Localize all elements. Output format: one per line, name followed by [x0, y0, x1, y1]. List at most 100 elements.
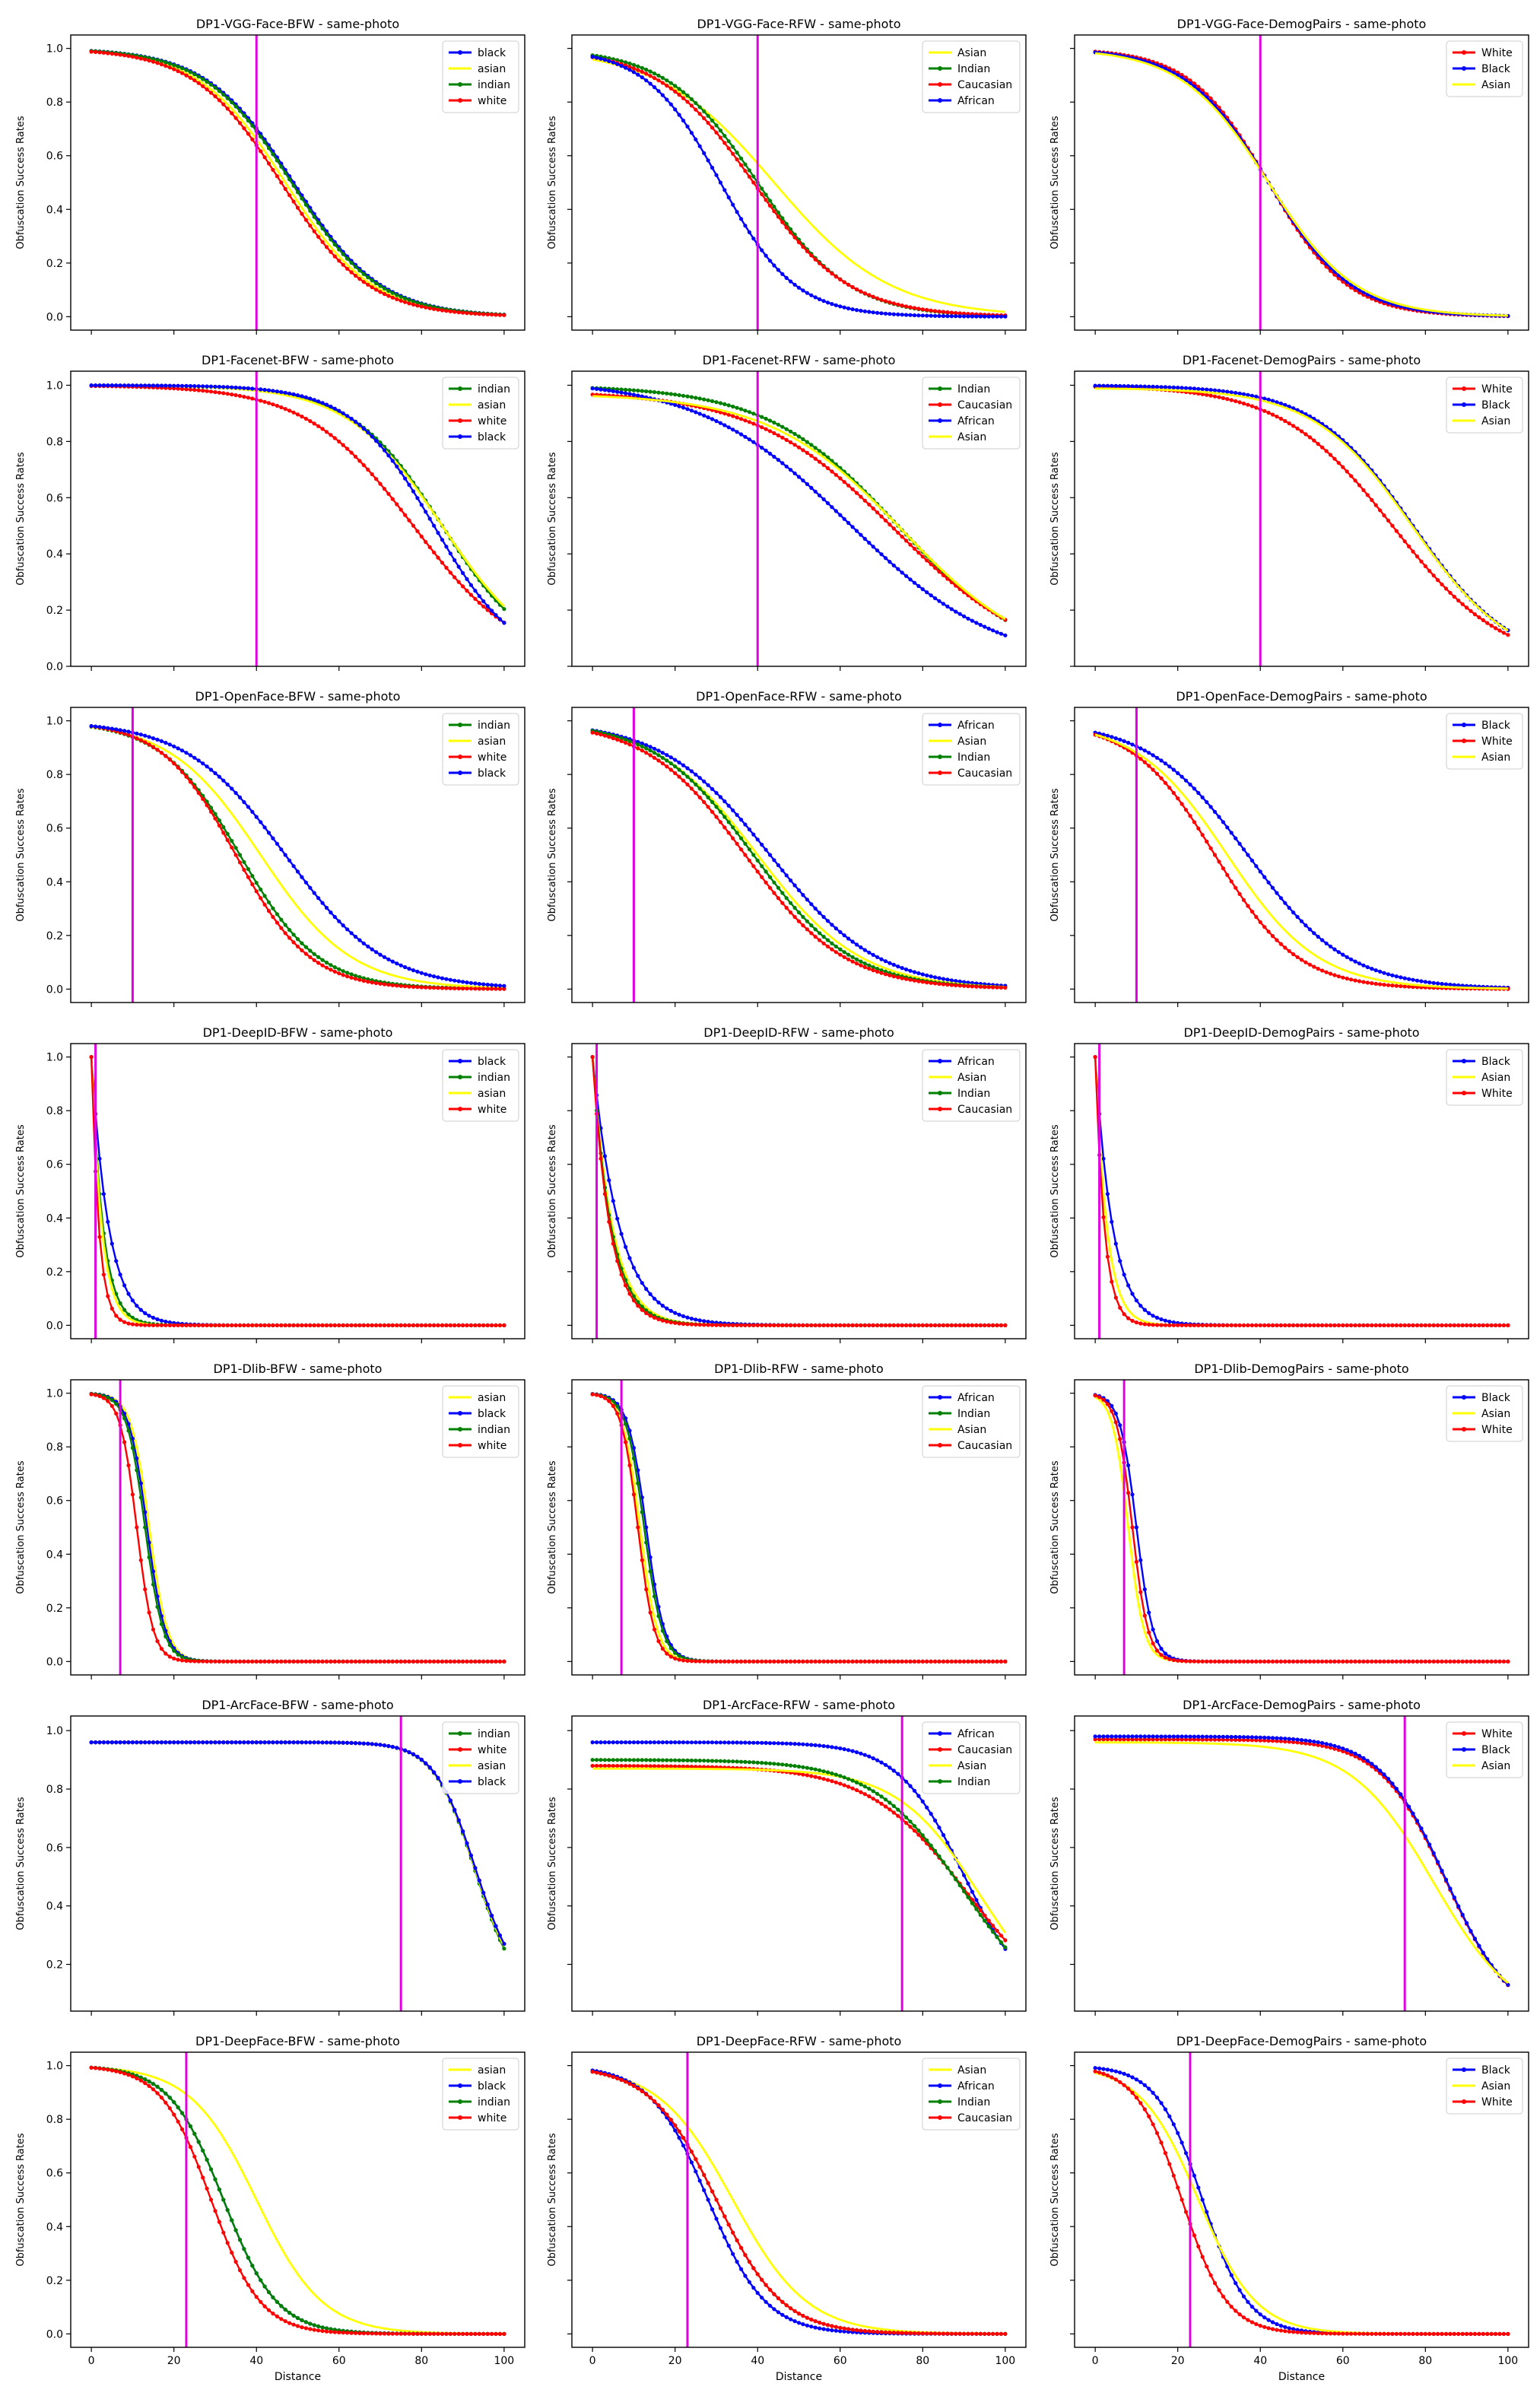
series-point: [726, 1323, 731, 1327]
series-point: [242, 395, 246, 399]
series-point: [830, 1323, 834, 1327]
series-point: [179, 770, 185, 774]
series-point: [205, 764, 209, 769]
series-point: [1101, 732, 1106, 737]
series-point: [303, 880, 308, 885]
series-point: [945, 577, 950, 581]
series-point: [237, 1740, 243, 1745]
series-point: [97, 1393, 102, 1399]
y-tick-label: 0.4: [46, 1212, 63, 1225]
series-point: [494, 613, 498, 618]
series-point: [792, 883, 797, 888]
series-point: [217, 1659, 221, 1664]
series-point: [1142, 1322, 1147, 1327]
series-line: [1095, 386, 1509, 636]
series-point: [1443, 586, 1449, 591]
series-point: [850, 1659, 855, 1664]
series-point: [1205, 1659, 1209, 1664]
series-point: [341, 443, 345, 447]
series-point: [287, 936, 292, 940]
series-point: [854, 961, 859, 966]
series-point: [784, 896, 789, 901]
series-point: [796, 888, 802, 892]
series-point: [494, 313, 498, 317]
series-point: [636, 1481, 640, 1486]
series-point: [411, 968, 416, 973]
series-point: [611, 1403, 615, 1408]
series-point: [644, 746, 649, 751]
series-point: [599, 1393, 603, 1399]
series-point: [502, 1946, 506, 1951]
series-point: [398, 984, 403, 988]
y-tick-label: 0.0: [46, 984, 63, 996]
legend-label: Black: [1481, 1056, 1511, 1068]
series-point: [760, 1659, 764, 1664]
series-point: [419, 985, 424, 990]
plot-frame: [70, 1379, 526, 1676]
series-point: [320, 1659, 325, 1664]
series-point: [896, 302, 900, 307]
series-point: [312, 421, 316, 426]
series-point: [283, 407, 287, 412]
series-line: [91, 1741, 506, 1947]
series-point: [1147, 751, 1151, 755]
series-point: [722, 815, 727, 819]
series-point: [652, 1740, 657, 1745]
series-point: [1365, 964, 1370, 970]
series-point: [780, 272, 785, 276]
series-point: [349, 1659, 354, 1664]
series-point: [937, 1323, 941, 1327]
plot-frame: [1074, 1379, 1529, 1676]
series-point: [1217, 860, 1221, 864]
series-point: [590, 730, 595, 735]
series-point: [1436, 1659, 1440, 1664]
series-point: [937, 570, 941, 574]
series-point: [624, 1244, 628, 1249]
series-point: [1262, 925, 1267, 929]
series-point: [490, 1659, 494, 1664]
series-point: [303, 1740, 308, 1745]
series-point: [731, 414, 735, 418]
subplot: DP1-VGG-Face-BFW - same-photo0.00.20.40.…: [15, 17, 526, 335]
series-point: [461, 584, 465, 589]
series-point: [1287, 421, 1291, 426]
series-point: [143, 57, 148, 62]
series-point: [652, 71, 657, 76]
series-point: [477, 987, 481, 991]
series-point: [751, 1740, 756, 1745]
series-point: [615, 62, 620, 66]
series-point: [287, 1323, 292, 1327]
series-point: [271, 1659, 275, 1664]
y-tick-label: 1.0: [46, 43, 63, 56]
series-point: [316, 955, 321, 959]
series-point: [818, 261, 822, 265]
y-tick-label: 0.0: [46, 661, 63, 673]
series-point: [1373, 1659, 1378, 1664]
series-point: [689, 395, 694, 399]
series-point: [1003, 985, 1008, 990]
series-point: [640, 75, 644, 80]
series-point: [357, 1741, 362, 1746]
series-point: [830, 505, 834, 510]
series-point: [1494, 626, 1498, 631]
series-point: [398, 963, 403, 968]
series-point: [184, 73, 189, 78]
series-point: [349, 1740, 354, 1745]
series-point: [764, 847, 768, 852]
series-point: [660, 81, 665, 85]
series-point: [677, 1740, 681, 1745]
series-point: [233, 853, 238, 857]
series-point: [370, 1323, 374, 1327]
series-point: [332, 254, 337, 259]
series-point: [702, 116, 706, 121]
series-point: [916, 583, 921, 589]
series-point: [122, 1283, 127, 1288]
series-point: [259, 820, 263, 825]
series-point: [259, 887, 263, 891]
series-point: [1254, 1323, 1259, 1327]
series-point: [599, 56, 603, 61]
series-point: [962, 614, 967, 618]
series-point: [308, 1740, 313, 1745]
